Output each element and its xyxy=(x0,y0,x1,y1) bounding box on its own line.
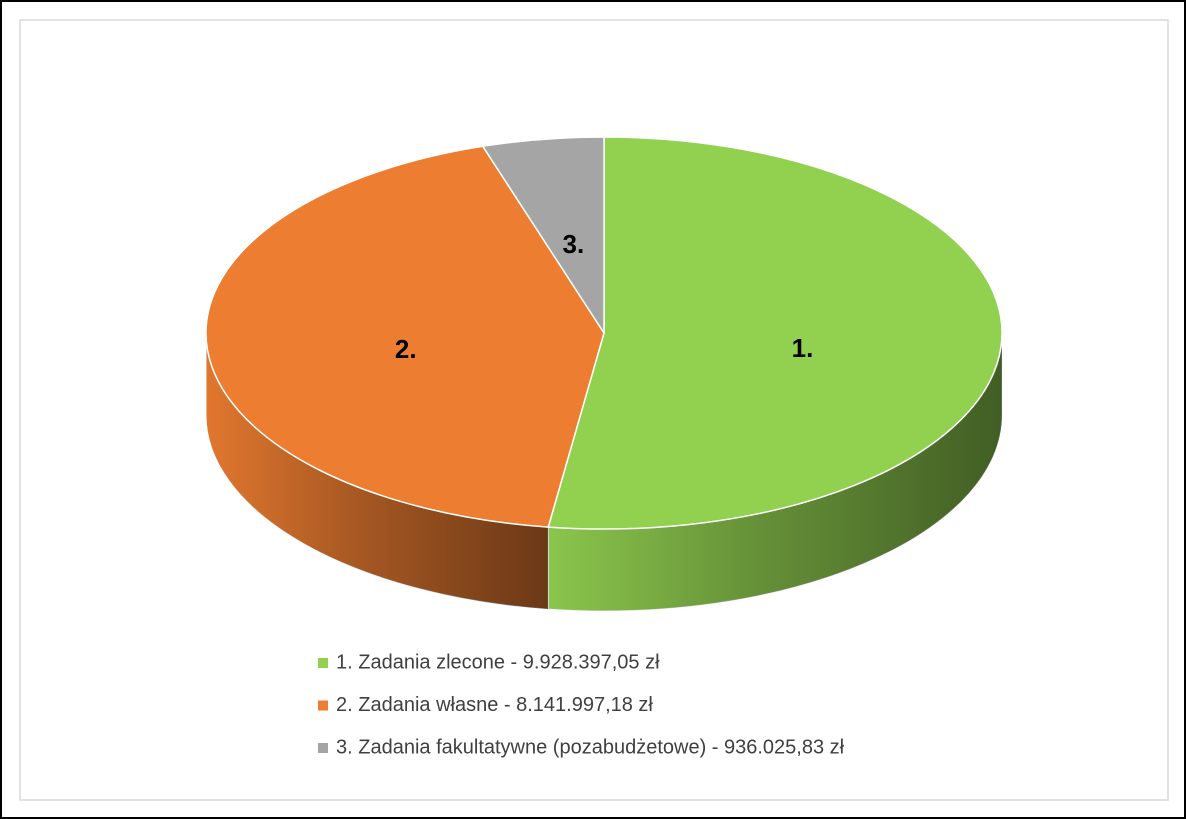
slice xyxy=(205,145,605,528)
slice xyxy=(547,136,1003,530)
legend-label: 1. Zadania zlecone - 9.928.397,05 zł xyxy=(336,651,660,673)
legend-label: 3. Zadania fakultatywne (pozabudżetowe) … xyxy=(336,736,845,758)
legend-swatch xyxy=(318,658,328,668)
slice-label: 1. xyxy=(792,333,814,363)
slice-labels: 1. 2. 3. xyxy=(395,229,813,364)
slice-side-shade xyxy=(548,333,1002,611)
pie-sides xyxy=(205,332,1003,612)
legend-swatch xyxy=(318,700,328,711)
legend-label: 2. Zadania własne - 8.141.997,18 zł xyxy=(336,694,653,716)
slice-label: 3. xyxy=(562,229,584,259)
slice xyxy=(482,136,605,334)
pie-tops xyxy=(205,136,1003,530)
legend-swatch xyxy=(318,743,328,753)
slice-label: 2. xyxy=(395,334,417,364)
legend: 1. Zadania zlecone - 9.928.397,05 zł 2. Z… xyxy=(318,651,845,758)
slice-side-shade xyxy=(206,333,549,610)
